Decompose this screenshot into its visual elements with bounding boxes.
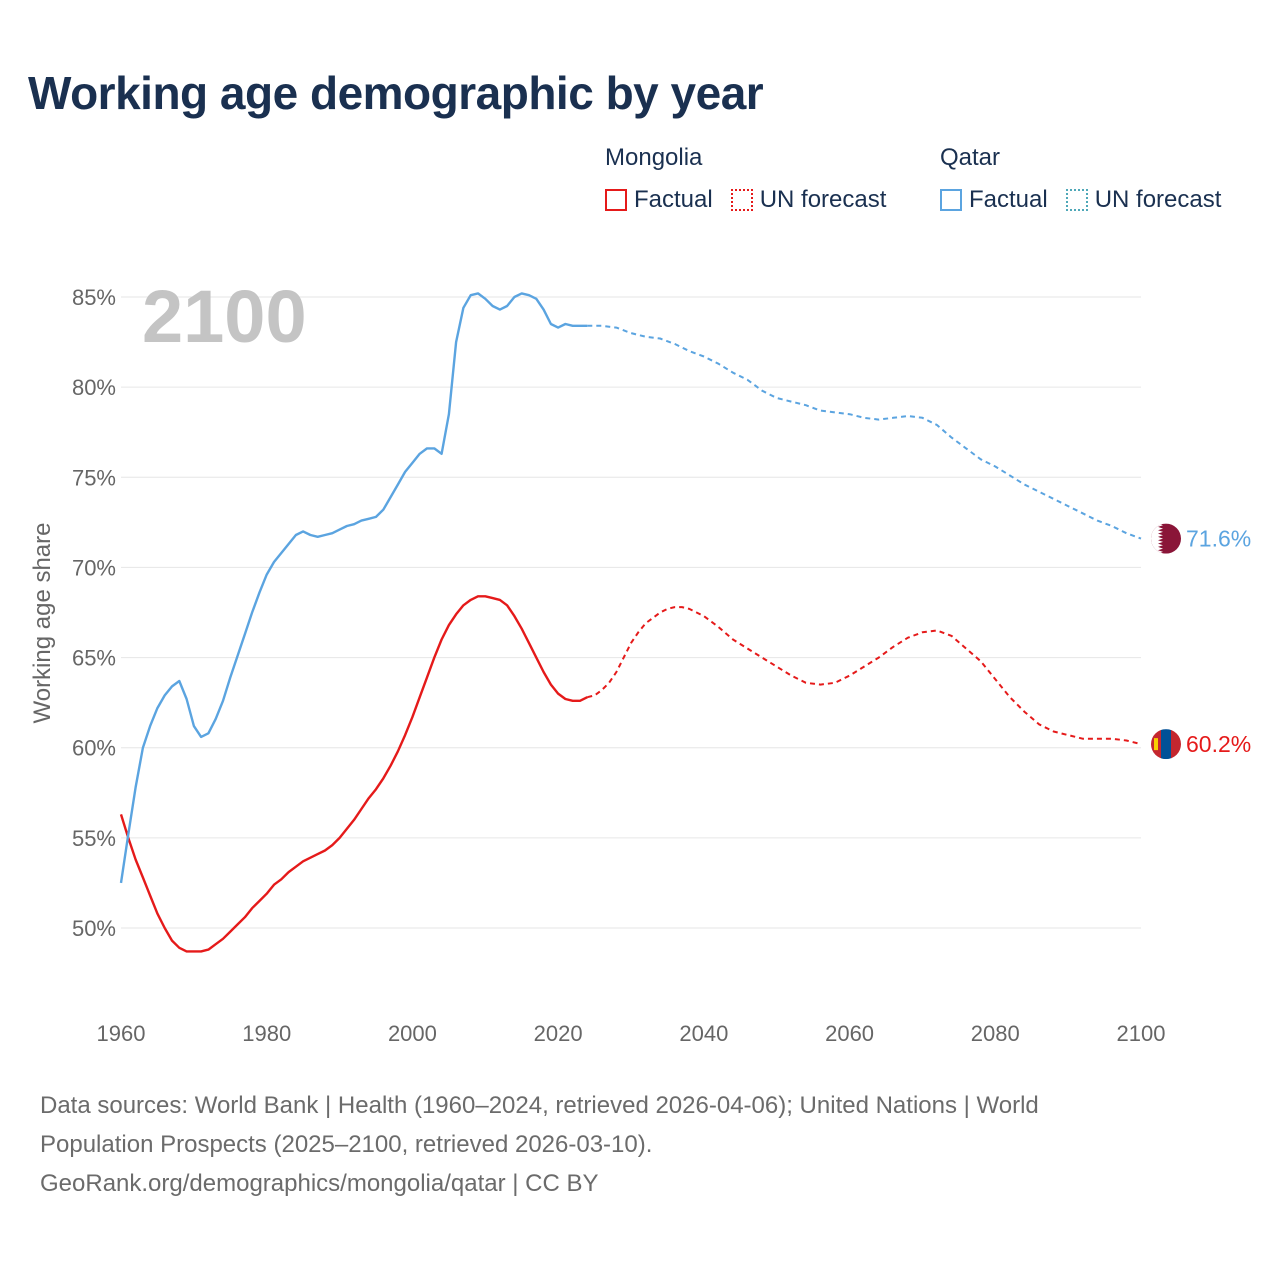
footer-source-line1: Data sources: World Bank | Health (1960–… [40,1092,1039,1119]
x-tick-label: 2060 [825,1021,874,1046]
end-label-qatar: 71.6% [1186,526,1251,552]
footer-source-line2: Population Prospects (2025–2100, retriev… [40,1131,653,1158]
legend-item-qatar-factual[interactable]: Factual [940,186,1048,214]
year-watermark: 2100 [142,275,307,358]
swatch-qatar-forecast [1065,189,1088,211]
series-line-mongolia-forecast [587,606,1142,746]
x-tick-label: 1960 [97,1021,146,1046]
series-line-mongolia-factual [119,595,588,953]
legend-mongolia: Mongolia Factual UN forecast [605,144,904,214]
x-tick-label: 2040 [679,1021,728,1046]
series-line-qatar-forecast [587,324,1142,540]
y-axis-title: Working age share [29,523,56,724]
swatch-qatar-factual [940,189,962,211]
chart-title: Working age demographic by year [28,67,764,119]
y-tick-label: 50% [72,916,116,941]
legend-item-qatar-forecast[interactable]: UN forecast [1065,186,1222,214]
x-tick-label: 2100 [1117,1021,1166,1046]
footer: Data sources: World Bank | Health (1960–… [40,1086,1240,1203]
y-tick-label: 70% [72,555,116,580]
legend-country-qatar: Qatar [940,144,1001,171]
footer-credit: GeoRank.org/demographics/mongolia/qatar … [40,1170,599,1197]
x-tick-label: 2000 [388,1021,437,1046]
x-tick-label: 1980 [242,1021,291,1046]
mongolia-flag-icon [1151,729,1181,760]
legend-label-mongolia-factual: Factual [634,186,713,213]
swatch-mongolia-forecast [730,189,753,211]
series-line-qatar-factual [119,292,588,884]
legend-label-qatar-forecast: UN forecast [1094,186,1222,213]
y-tick-label: 85% [72,285,116,310]
line-chart: 2100 Working age share 50% 55% 60% 65% 70% 75… [29,275,1251,1046]
legend-label-mongolia-forecast: UN forecast [759,186,887,213]
x-tick-label: 2020 [534,1021,583,1046]
swatch-mongolia-factual [605,189,627,211]
y-tick-label: 65% [72,646,116,671]
legend-item-mongolia-factual[interactable]: Factual [605,186,713,214]
y-tick-label: 60% [72,736,116,761]
legend-item-mongolia-forecast[interactable]: UN forecast [730,186,887,214]
legend-qatar: Qatar Factual UN forecast [940,144,1239,214]
x-tick-label: 2080 [971,1021,1020,1046]
qatar-flag-icon [1151,523,1181,554]
legend-label-qatar-factual: Factual [969,186,1048,213]
y-tick-label: 75% [72,465,116,490]
y-tick-label: 55% [72,826,116,851]
y-tick-label: 80% [72,375,116,400]
end-label-mongolia: 60.2% [1186,731,1251,757]
legend-country-mongolia: Mongolia [605,144,703,171]
